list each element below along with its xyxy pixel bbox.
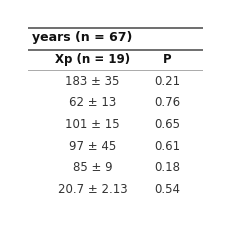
Text: 0.61: 0.61: [155, 140, 181, 153]
Text: 0.65: 0.65: [155, 118, 181, 131]
Text: 183 ± 35: 183 ± 35: [65, 75, 120, 88]
Text: 0.21: 0.21: [155, 75, 181, 88]
Text: 85 ± 9: 85 ± 9: [73, 161, 112, 174]
Text: 0.54: 0.54: [155, 183, 181, 196]
Text: 62 ± 13: 62 ± 13: [69, 96, 116, 109]
Text: 0.18: 0.18: [155, 161, 181, 174]
Text: years (n = 67): years (n = 67): [32, 31, 132, 44]
Text: Xp (n = 19): Xp (n = 19): [55, 53, 130, 66]
Text: P: P: [163, 53, 172, 66]
Text: 0.76: 0.76: [155, 96, 181, 109]
Text: 20.7 ± 2.13: 20.7 ± 2.13: [58, 183, 127, 196]
Text: 97 ± 45: 97 ± 45: [69, 140, 116, 153]
Text: 101 ± 15: 101 ± 15: [65, 118, 120, 131]
